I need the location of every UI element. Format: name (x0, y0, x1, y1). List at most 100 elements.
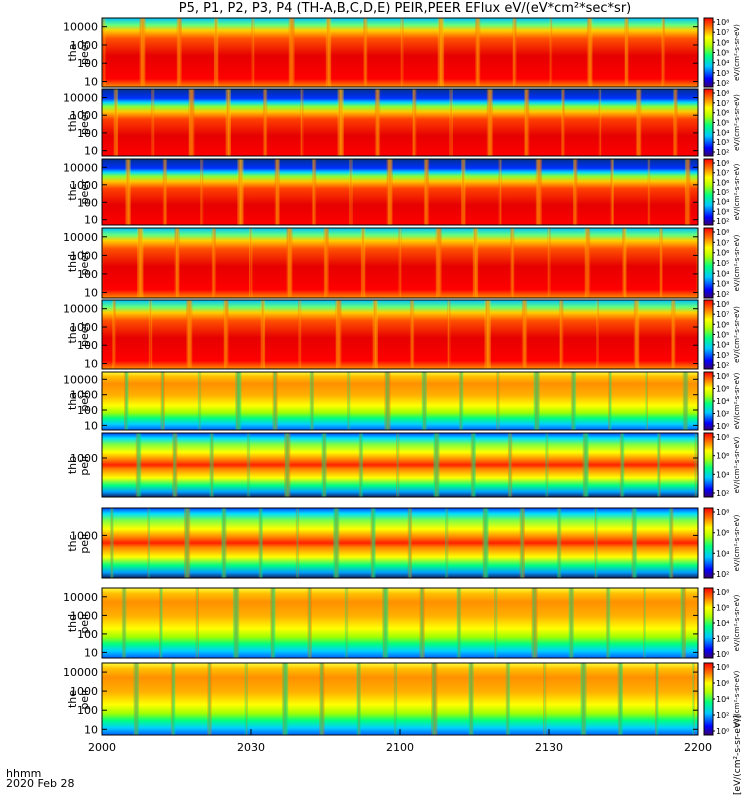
spectrum-streak (102, 228, 104, 298)
spectrum-streak (519, 508, 523, 578)
spectrum-streak (284, 433, 289, 497)
spectrum-streak (312, 159, 315, 225)
spectrum-streak (186, 300, 191, 369)
spectrum-streak (620, 433, 624, 497)
spectrum-streak (573, 159, 576, 225)
spectrum-streak (522, 300, 526, 369)
spectrum-streak (327, 18, 331, 87)
spectrum-streak (396, 433, 398, 497)
colorbar-tick-label: 10⁴ (716, 59, 729, 68)
spectrum-streak (349, 372, 351, 430)
spectrum-streak (598, 300, 599, 369)
spectrum-streak (286, 433, 291, 497)
panel-frame (101, 227, 699, 299)
spectrum-streak (209, 663, 212, 735)
spectrum-streak (200, 159, 202, 225)
spectrum-streak (547, 433, 549, 497)
spectrum-streak (510, 228, 513, 298)
spectrum-streak (351, 159, 353, 225)
colorbar (703, 88, 714, 157)
y-tick-label: 1000 (70, 179, 98, 192)
spectrum-streak (644, 588, 645, 658)
spectrum-streak (506, 663, 509, 735)
spectrum-streak (371, 508, 375, 578)
spectrum-streak (224, 300, 228, 369)
spectrum-streak (286, 228, 291, 298)
spectrum-streak (265, 89, 268, 156)
spectrum-streak (431, 663, 436, 735)
spectrum-streak (482, 508, 487, 578)
y-tick-label: 100 (77, 704, 98, 717)
spectrum-streak (134, 663, 139, 735)
spectrum-streak (209, 433, 212, 497)
y-tick-label: 1000 (70, 609, 98, 622)
spectrogram-image (102, 18, 698, 87)
spectrum-streak (497, 372, 499, 430)
y-tick-label: 1000 (70, 39, 98, 52)
x-tick-label: 2100 (386, 741, 414, 754)
colorbar-tick-label: 10⁷ (716, 310, 729, 319)
colorbar-tick-label: 10⁴ (716, 269, 729, 278)
spectrum-streak (693, 663, 695, 735)
spectrum-streak (298, 300, 300, 369)
spectrum-streak (447, 300, 449, 369)
spectrum-streak (660, 228, 663, 298)
spectrum-streak (127, 159, 131, 225)
panel-frame (101, 587, 699, 659)
spectrum-streak (175, 228, 179, 298)
spectrum-streak (184, 508, 189, 578)
spectrum-streak (115, 89, 118, 156)
spectrum-streak (384, 372, 389, 430)
spectrum-streak (693, 663, 694, 735)
spectrum-streak (234, 588, 239, 658)
spectrum-streak (208, 663, 211, 735)
spectrum-streak (486, 300, 491, 369)
spectrum-streak (647, 372, 648, 430)
colorbar-tick-label: 10² (716, 570, 729, 579)
spectrum-streak (571, 588, 574, 658)
spectrum-streak (500, 159, 501, 225)
spectrum-streak (319, 663, 323, 735)
spectrum-streak (246, 663, 248, 735)
y-tick-label: 10 (84, 358, 98, 371)
spectrum-streak (470, 663, 474, 735)
spectrum-streak (494, 588, 496, 658)
colorbar-tick-label: 10² (716, 410, 729, 419)
spectrum-streak (569, 588, 573, 658)
spectrum-streak (245, 663, 247, 735)
spectrum-streak (151, 300, 153, 369)
spectrum-streak (521, 508, 525, 578)
y-tick-label: 10000 (63, 303, 98, 316)
spectrum-streak (546, 433, 548, 497)
y-tick-label: 10 (84, 76, 98, 89)
spectrum-streak (684, 372, 689, 430)
spectrum-streak (633, 300, 638, 369)
spectrum-streak (177, 18, 181, 87)
spectrum-streak (113, 300, 116, 369)
spectrum-streak (126, 159, 130, 225)
spectrum-streak (607, 588, 610, 658)
spectrum-streak (320, 663, 323, 735)
colorbar-tick-label: 10⁴ (716, 198, 729, 207)
spectrum-streak (647, 159, 649, 225)
spectrum-streak (625, 18, 628, 87)
spectrum-streak (195, 588, 197, 658)
spectrum-streak (334, 508, 339, 578)
spectrum-streak (160, 588, 163, 658)
spectrogram-image (102, 663, 698, 735)
spectrum-streak (395, 663, 397, 735)
y-tick-label: 10 (84, 419, 98, 432)
spectrum-streak (320, 663, 324, 735)
spectrum-streak (386, 159, 391, 225)
y-tick-label: 1000 (70, 389, 98, 402)
spectrum-streak (302, 89, 304, 156)
spectrum-streak (618, 663, 622, 735)
spectrum-streak (671, 300, 675, 369)
spectrum-streak (674, 89, 678, 156)
spectrum-streak (445, 508, 447, 578)
spectrum-streak (473, 433, 476, 497)
spectrum-streak (227, 89, 231, 156)
spectrum-streak (260, 508, 263, 578)
spectrum-streak (469, 663, 473, 735)
